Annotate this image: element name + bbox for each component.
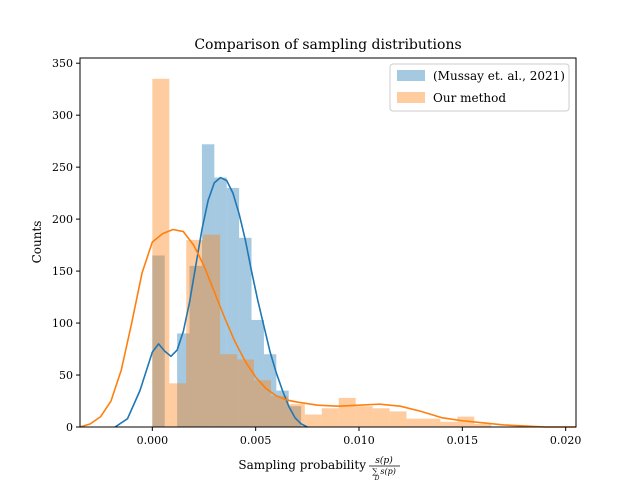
histogram-bar [251,319,264,427]
histogram-bar [189,265,202,427]
x-tick-label: 0.020 [550,434,582,447]
y-ticks: 0 50 100 150 200 250 300 350 [52,57,80,434]
histogram-bar [152,255,165,427]
x-axis-label: Sampling probability s(p) ∑ s(p) D [238,455,400,480]
histogram-bar [169,383,187,427]
histogram-bar [270,395,288,427]
y-tick-label: 0 [66,421,73,434]
histogram-bar [423,418,441,427]
x-axis-label-numerator: s(p) [375,455,393,466]
x-axis-label-text: Sampling probability [238,458,366,472]
histogram-bar [338,397,356,427]
x-ticks: 0.000 0.005 0.010 0.015 0.020 [137,427,582,447]
histogram-bar [239,237,252,427]
histogram-bar [152,78,170,427]
histogram-bar [177,333,190,427]
y-axis-label: Counts [30,221,44,264]
y-tick-label: 350 [52,57,73,70]
kde-curve-1 [79,228,576,428]
histogram-bar [254,380,271,427]
chart-title: Comparison of sampling distributions [194,37,461,53]
histogram-bar [321,408,339,427]
legend-swatch-our-method [397,92,425,103]
y-tick-label: 200 [52,213,73,226]
histogram-bar [220,354,238,427]
histogram-bar [304,414,322,427]
histogram-bar [406,418,424,427]
x-tick-label: 0.015 [447,434,479,447]
histogram-bar [440,421,458,427]
histogram-bar [203,234,221,427]
histogram-bar [287,404,305,427]
y-tick-label: 150 [52,265,73,278]
histogram-bar [186,239,204,427]
y-tick-label: 250 [52,161,73,174]
histogram-bar [372,408,390,427]
legend-label-mussay: (Mussay et. al., 2021) [433,69,565,83]
x-axis-label-subscript: D [374,475,380,480]
legend-swatch-mussay [397,70,425,81]
histogram-bar [214,177,227,427]
y-tick-label: 300 [52,109,73,122]
kde-curves [79,176,576,428]
histogram-bar [389,411,407,427]
plot-area [152,78,492,427]
histogram-series-1 [152,78,492,427]
x-tick-label: 0.000 [137,434,169,447]
y-tick-label: 100 [52,317,73,330]
legend-label-our-method: Our method [433,91,506,105]
x-axis-label-denominator: ∑ s(p) [372,467,396,476]
kde-curve-0 [114,176,308,428]
histogram-bar [474,423,492,427]
legend-box [389,63,570,112]
axes-frame [79,57,577,428]
histogram-bar [355,406,373,427]
histogram-bar [237,359,255,427]
x-tick-label: 0.010 [343,434,375,447]
histogram-bar [226,187,240,427]
legend: (Mussay et. al., 2021) Our method [389,63,570,112]
y-tick-label: 50 [59,369,73,382]
x-tick-label: 0.005 [240,434,272,447]
